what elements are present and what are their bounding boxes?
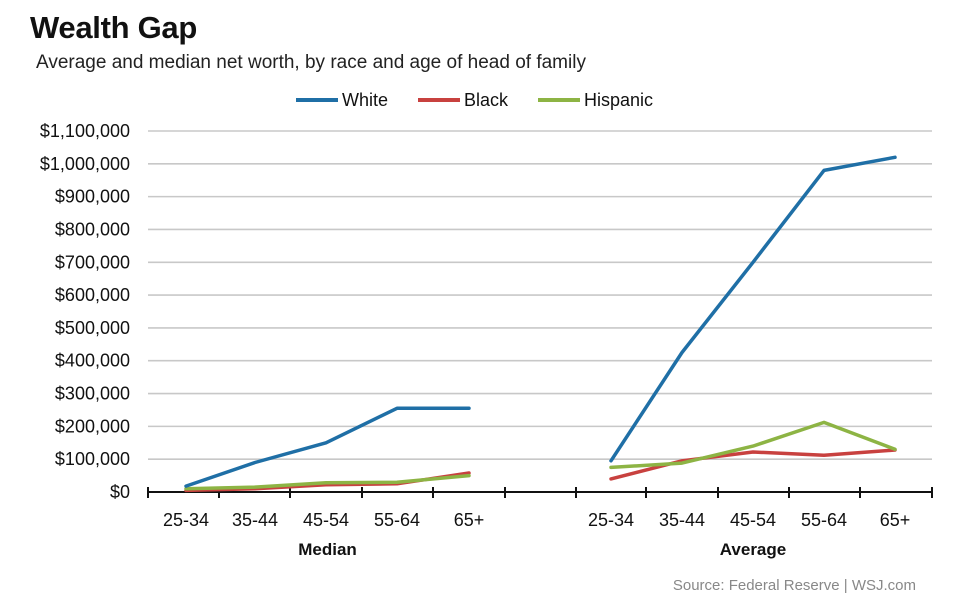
series-line-hispanic (184, 473, 471, 491)
y-tick-label: $500,000 (55, 318, 130, 338)
data-point-hispanic (609, 466, 613, 469)
x-tick-label: 55-64 (801, 510, 847, 530)
data-point-hispanic (751, 444, 755, 448)
x-tick-label: 65+ (880, 510, 911, 530)
data-point-hispanic (395, 480, 399, 484)
legend: White Black Hispanic (296, 88, 683, 112)
x-tick-label: 25-34 (163, 510, 209, 530)
legend-item-black: Black (418, 90, 508, 111)
data-point-hispanic (467, 474, 471, 477)
series-line-white (609, 155, 897, 463)
data-point-white (609, 459, 613, 463)
data-point-white (467, 407, 471, 410)
chart-title: Wealth Gap (30, 10, 197, 45)
y-tick-label: $100,000 (55, 449, 130, 469)
data-point-black (609, 477, 613, 481)
data-point-white (893, 156, 897, 159)
x-tick-label: 65+ (454, 510, 485, 530)
x-tick-label: 45-54 (303, 510, 349, 530)
legend-swatch-black (418, 98, 461, 102)
data-point-hispanic (893, 448, 897, 451)
series-line-white (184, 406, 471, 488)
data-point-white (822, 169, 826, 172)
source-note: Source: Federal Reserve | WSJ.com (672, 577, 916, 594)
y-tick-label: $700,000 (55, 252, 130, 272)
data-point-black (822, 454, 826, 457)
y-tick-label: $400,000 (55, 351, 130, 371)
data-point-white (184, 484, 188, 488)
y-tick-label: $600,000 (55, 285, 130, 305)
y-tick-label: $900,000 (55, 187, 130, 207)
legend-item-white: White (296, 90, 388, 111)
legend-swatch-hispanic (538, 98, 581, 102)
panel-label: Average (720, 540, 786, 559)
y-tick-label: $800,000 (55, 219, 130, 239)
data-point-black (467, 471, 471, 475)
data-point-white (680, 351, 684, 354)
data-point-white (253, 461, 257, 464)
chart-subtitle: Average and median net worth, by race an… (36, 52, 586, 73)
data-point-hispanic (680, 461, 684, 465)
x-tick-label: 25-34 (588, 510, 634, 530)
x-tick-label: 35-44 (232, 510, 278, 530)
data-point-white (751, 261, 755, 264)
x-tick-label: 35-44 (659, 510, 705, 530)
x-tick-label: 45-54 (730, 510, 776, 530)
x-tick-label: 55-64 (374, 510, 420, 530)
data-point-hispanic (184, 487, 188, 490)
legend-swatch-white (296, 98, 338, 102)
legend-label-hispanic: Hispanic (584, 89, 654, 110)
legend-label-white: White (342, 89, 389, 110)
legend-label-black: Black (464, 89, 509, 110)
data-point-white (324, 441, 328, 444)
panel-label: Median (298, 540, 357, 559)
y-tick-label: $200,000 (55, 416, 130, 436)
data-point-hispanic (253, 485, 257, 489)
data-point-white (395, 407, 399, 410)
y-tick-label: $300,000 (55, 384, 130, 404)
data-point-hispanic (822, 421, 826, 424)
y-tick-label: $1,100,000 (40, 121, 130, 141)
data-point-black (751, 450, 755, 454)
legend-item-hispanic: Hispanic (538, 90, 653, 111)
y-tick-label: $1,000,000 (40, 154, 130, 174)
y-tick-label: $0 (110, 482, 130, 502)
data-point-hispanic (324, 481, 328, 485)
